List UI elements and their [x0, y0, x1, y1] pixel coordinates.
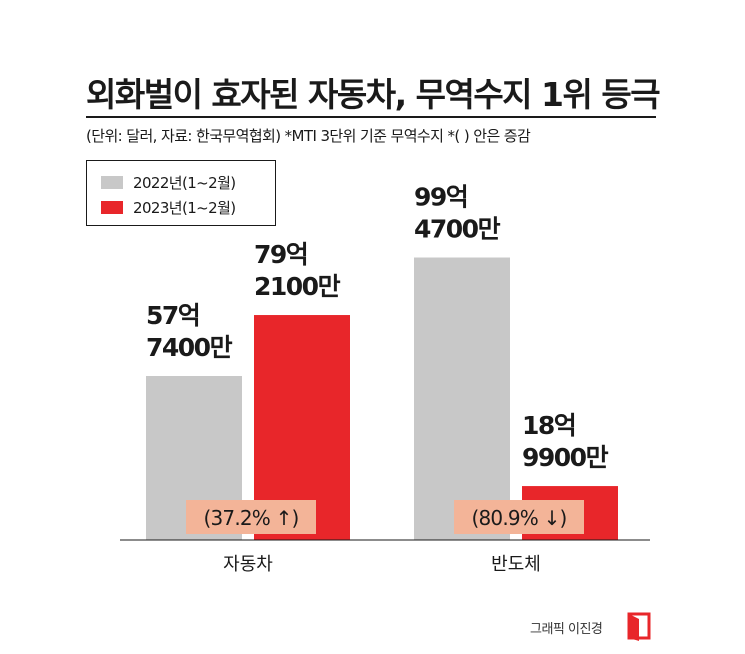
bar-반도체-2022 — [414, 257, 510, 540]
legend-label-2023: 2023년(1~2월) — [133, 198, 236, 217]
legend-item-2022: 2022년(1~2월) — [101, 172, 236, 192]
data-label: 18억 9900만 — [522, 411, 609, 472]
change-box — [454, 500, 584, 534]
category-label: 반도체 — [491, 554, 541, 575]
publisher-logo-icon — [627, 612, 651, 641]
title-divider — [86, 116, 656, 118]
change-label: (37.2% ↑) — [203, 506, 298, 530]
data-label: 79억 2100만 — [254, 240, 341, 301]
change-box — [186, 500, 316, 534]
graphic-credit: 그래픽 이진경 — [530, 622, 603, 637]
legend-item-2023: 2023년(1~2월) — [101, 197, 236, 217]
chart-title: 외화벌이 효자된 자동차, 무역수지 1위 등극 — [86, 75, 661, 114]
legend-label-2022: 2022년(1~2월) — [133, 173, 236, 192]
change-label: (80.9% ↓) — [471, 506, 566, 530]
category-label: 자동차 — [223, 554, 273, 575]
data-label: 57억 7400만 — [146, 301, 233, 362]
legend-swatch-2022 — [101, 175, 123, 189]
chart-subtitle: (단위: 달러, 자료: 한국무역협회) *MTI 3단위 기준 무역수지 *(… — [86, 127, 531, 145]
data-label: 99억 4700만 — [414, 183, 501, 244]
legend: 2022년(1~2월) 2023년(1~2월) — [86, 160, 276, 226]
legend-swatch-2023 — [101, 200, 123, 214]
